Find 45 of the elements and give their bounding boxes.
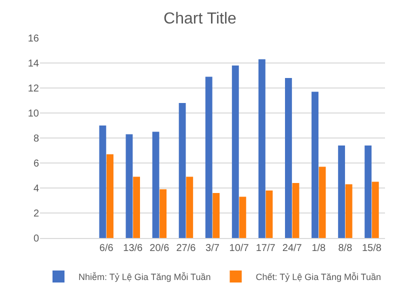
- bar: [152, 132, 160, 238]
- x-tick-label: 1/8: [312, 243, 326, 254]
- bar: [126, 134, 133, 238]
- x-tick-label: 24/7: [282, 243, 302, 254]
- bar: [205, 76, 212, 238]
- bar: [312, 92, 318, 238]
- y-tick-label: 8: [33, 134, 40, 144]
- x-tick-label: 8/8: [338, 243, 353, 254]
- x-tick-label: 17/7: [256, 243, 276, 254]
- bar: [178, 103, 186, 238]
- bar: [345, 184, 352, 238]
- legend-label: Chết: Tỷ Lệ Gia Tăng Mỗi Tuần: [256, 272, 381, 282]
- bar: [364, 146, 372, 238]
- y-tick-label: 16: [28, 34, 40, 44]
- legend-label: Nhiễm: Tỷ Lệ Gia Tăng Mỗi Tuần: [78, 272, 211, 282]
- bar: [106, 154, 114, 238]
- x-tick-label: 20/6: [150, 243, 170, 254]
- bar: [212, 193, 220, 238]
- bar: [186, 176, 194, 238]
- x-tick-label: 15/8: [362, 243, 382, 254]
- x-tick-label: 10/7: [229, 243, 250, 254]
- bar: [292, 183, 300, 238]
- y-tick-label: 12: [28, 84, 40, 94]
- bar: [338, 146, 346, 238]
- bar: [318, 166, 326, 238]
- bar: [285, 78, 292, 238]
- x-tick-label: 6/6: [99, 243, 114, 254]
- x-tick-label: 27/6: [176, 243, 196, 254]
- bar: [258, 59, 266, 238]
- x-tick-label: 13/6: [123, 243, 144, 254]
- y-tick-label: 0: [33, 234, 40, 244]
- bar: [372, 182, 379, 238]
- y-tick-label: 4: [33, 184, 40, 194]
- x-tick-label: 3/7: [206, 243, 220, 254]
- bar: [99, 126, 106, 238]
- y-tick-label: 6: [33, 158, 40, 170]
- bar: [232, 66, 239, 238]
- bar: [239, 196, 246, 238]
- y-tick-label: 14: [28, 58, 40, 70]
- bar: [266, 190, 273, 238]
- bar: [133, 176, 140, 238]
- y-tick-label: 2: [33, 208, 40, 220]
- y-tick-label: 10: [28, 108, 40, 120]
- bar: [160, 189, 167, 238]
- chart-title: Chart Title: [164, 10, 237, 28]
